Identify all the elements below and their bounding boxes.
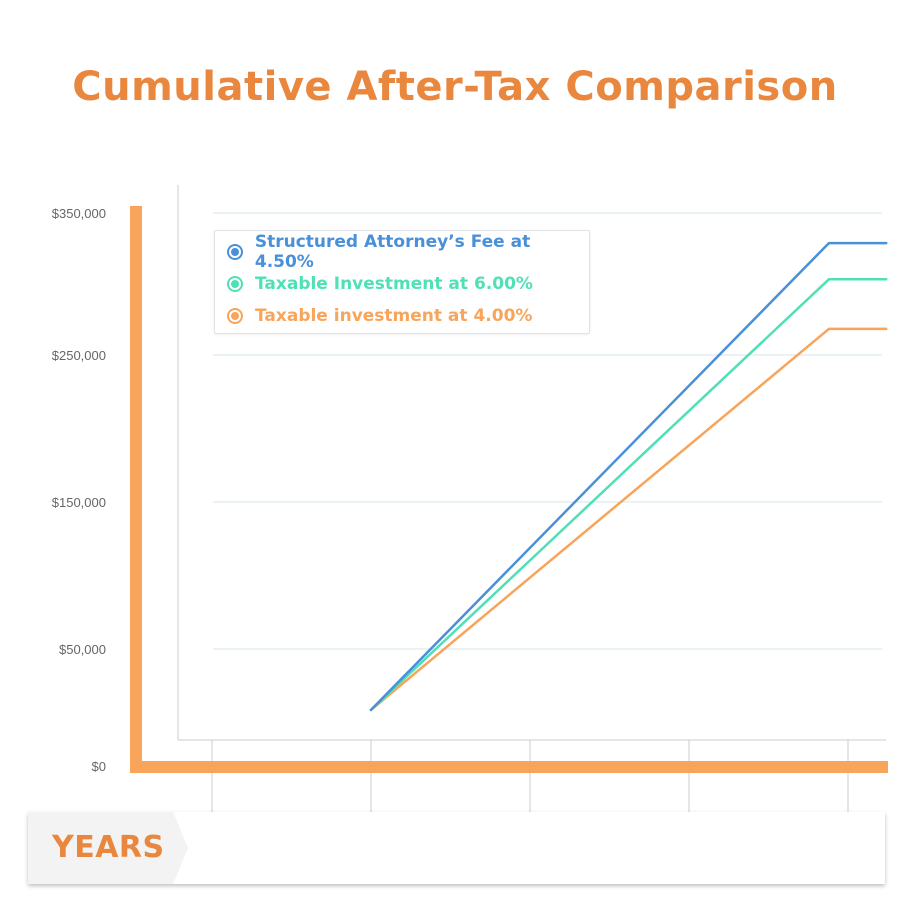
chart-legend: Structured Attorney’s Fee at 4.50% Taxab…	[214, 230, 590, 334]
x-axis-title: YEARS	[52, 830, 165, 865]
x-axis-accent-bar	[130, 761, 888, 773]
series-line-taxable-600	[369, 278, 888, 712]
legend-label-taxable-400: Taxable investment at 4.00%	[255, 306, 533, 326]
legend-marker-taxable-600	[229, 278, 241, 290]
legend-item-taxable-600: Taxable Investment at 6.00%	[229, 273, 533, 295]
legend-label-structured: Structured Attorney’s Fee at 4.50%	[254, 232, 531, 272]
y-tick-label-1: $50,000	[59, 642, 106, 657]
x-axis-title-tab	[28, 812, 188, 884]
legend-item-taxable-400: Taxable investment at 4.00%	[229, 305, 532, 327]
y-tick-label-2: $150,000	[52, 495, 106, 510]
legend-marker-taxable-400	[229, 310, 241, 322]
y-tick-label-3: $250,000	[52, 348, 106, 363]
series-line-structured	[369, 241, 888, 712]
legend-item-structured: Structured Attorney’s Fee at 4.50%	[229, 232, 589, 272]
chart-title: Cumulative After-Tax Comparison	[72, 64, 838, 110]
legend-marker-structured	[229, 246, 241, 258]
series-line-taxable-400	[369, 327, 888, 712]
y-tick-label-4: $350,000	[52, 206, 106, 221]
y-tick-label-0: $0	[92, 759, 106, 774]
y-axis-accent-bar	[130, 206, 142, 773]
legend-label-taxable-600: Taxable Investment at 6.00%	[255, 274, 533, 294]
